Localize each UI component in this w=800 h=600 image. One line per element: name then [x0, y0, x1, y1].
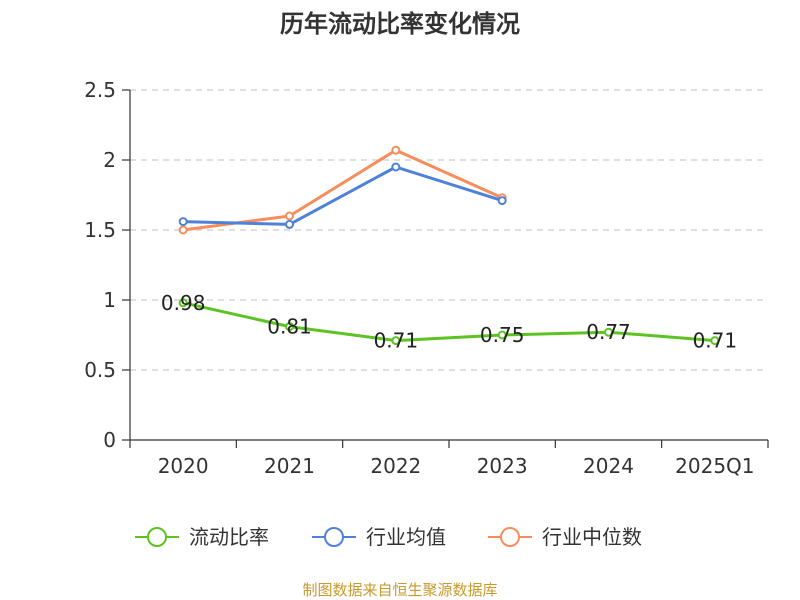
- data-label: 0.98: [161, 291, 206, 315]
- data-labels: 0.98 0.81 0.71 0.75 0.77 0.71: [161, 291, 737, 353]
- axes: 0 0.5 1 1.5 2 2.5 2020 2021 2022 2023 2024 2025Q1: [84, 78, 769, 478]
- legend-item[interactable]: 流动比率: [135, 525, 269, 549]
- y-tick-label: 0: [103, 428, 116, 452]
- data-point: [178, 298, 188, 308]
- data-point: [604, 327, 613, 337]
- data-label: 0.77: [586, 320, 631, 344]
- legend-label: 行业均值: [366, 525, 446, 549]
- series-1: [178, 162, 507, 229]
- source-note: 制图数据来自恒生聚源数据库: [302, 581, 497, 599]
- y-tick-label: 2.5: [84, 78, 116, 102]
- series-line: [182, 301, 715, 343]
- legend-marker: [147, 527, 167, 547]
- data-label: 0.81: [267, 315, 312, 339]
- grid-lines: [130, 89, 768, 371]
- data-point: [710, 336, 720, 346]
- legend-label: 流动比率: [189, 525, 269, 549]
- series-line: [182, 148, 503, 232]
- data-point: [285, 211, 294, 221]
- data-point: [285, 322, 294, 332]
- series-line: [183, 165, 503, 226]
- series-0: [178, 298, 720, 346]
- data-point: [391, 145, 401, 155]
- data-label: 0.75: [480, 323, 525, 347]
- data-point: [391, 162, 401, 172]
- data-point: [178, 217, 188, 227]
- legend-marker: [324, 527, 344, 547]
- y-tick-label: 1.5: [84, 218, 116, 242]
- legend-label: 行业中位数: [542, 525, 642, 549]
- y-tick-label: 1: [103, 288, 116, 312]
- legend-marker: [500, 527, 520, 547]
- x-tick-label: 2020: [158, 454, 209, 478]
- data-point: [391, 336, 401, 346]
- data-label: 0.71: [374, 329, 419, 353]
- x-tick-label: 2021: [264, 454, 315, 478]
- chart-title: 历年流动比率变化情况: [280, 10, 520, 38]
- data-point: [178, 225, 188, 235]
- y-tick-label: 0.5: [84, 358, 116, 382]
- legend-item[interactable]: 行业均值: [312, 525, 446, 549]
- x-tick-label: 2022: [370, 454, 421, 478]
- x-tick-label: 2024: [583, 454, 634, 478]
- legend-item[interactable]: 行业中位数: [488, 525, 642, 549]
- data-label: 0.71: [693, 329, 738, 353]
- x-tick-label: 2023: [477, 454, 528, 478]
- legend: 流动比率 行业均值 行业中位数: [135, 525, 642, 549]
- data-point: [285, 219, 294, 229]
- data-point: [497, 196, 507, 206]
- series-layer: [178, 145, 720, 346]
- data-point: [497, 330, 507, 340]
- x-tick-label: 2025Q1: [675, 454, 754, 478]
- y-tick-label: 2: [103, 148, 116, 172]
